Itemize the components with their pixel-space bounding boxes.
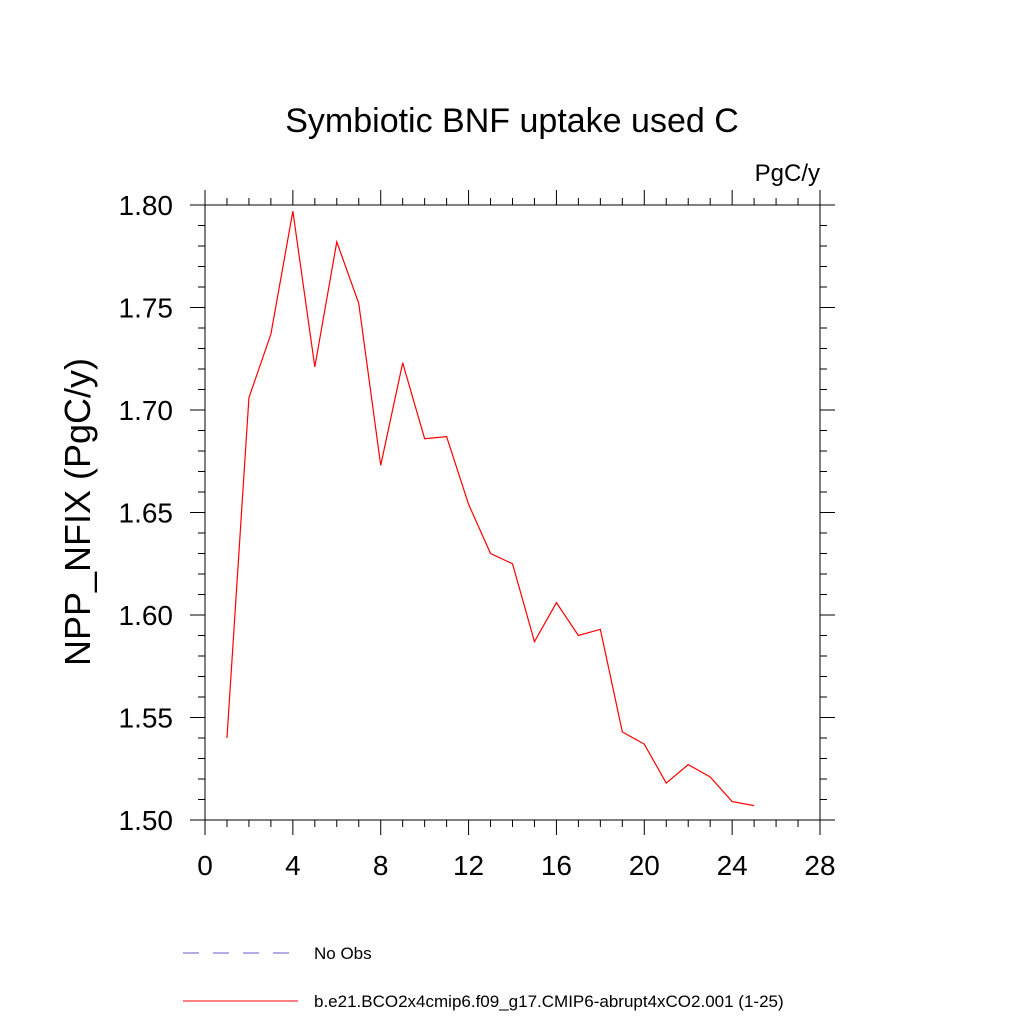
units-label: PgC/y	[755, 160, 820, 187]
x-tick-label: 28	[804, 850, 835, 881]
y-axis-label: NPP_NFIX (PgC/y)	[57, 358, 98, 666]
plot-frame	[204, 204, 821, 821]
x-tick-label: 0	[197, 850, 213, 881]
y-tick-label: 1.70	[119, 395, 174, 426]
y-tick-label: 1.65	[119, 498, 174, 529]
chart-title: Symbiotic BNF uptake used C	[285, 102, 739, 140]
series-layer	[226, 211, 755, 807]
legend-label: b.e21.BCO2x4cmip6.f09_g17.CMIP6-abrupt4x…	[314, 992, 784, 1011]
y-tick-label: 1.55	[119, 703, 174, 734]
axis-ticks: 0 4 8 12 16 20 24 28 1.50 1.55 1.60 1.65 1.70 1.75 1.8…	[119, 190, 836, 881]
legend-label: No Obs	[314, 944, 372, 963]
x-tick-label: 24	[717, 850, 748, 881]
series-line	[226, 211, 755, 807]
x-tick-label: 12	[453, 850, 484, 881]
x-tick-label: 4	[285, 850, 301, 881]
y-tick-label: 1.50	[119, 805, 174, 836]
legend: No Obs b.e21.BCO2x4cmip6.f09_g17.CMIP6-ab…	[183, 944, 784, 1011]
x-tick-label: 8	[373, 850, 389, 881]
y-tick-label: 1.60	[119, 600, 174, 631]
x-tick-label: 16	[541, 850, 572, 881]
y-tick-label: 1.75	[119, 293, 174, 324]
x-tick-label: 20	[629, 850, 660, 881]
y-tick-label: 1.80	[119, 190, 174, 221]
